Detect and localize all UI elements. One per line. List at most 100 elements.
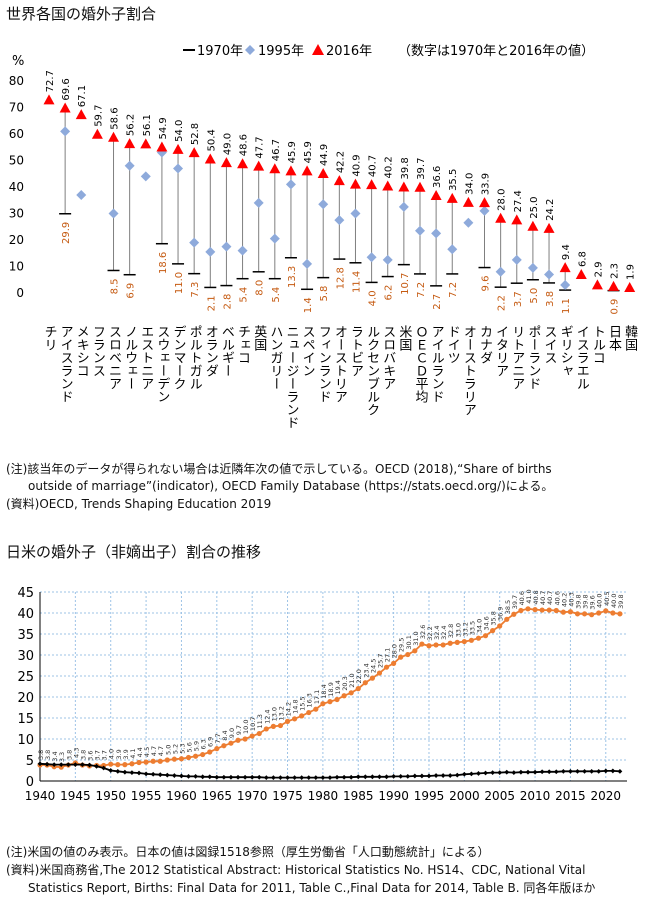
label-1970: 2.2 [497, 295, 508, 311]
point-jp [228, 774, 234, 780]
point-label-us: 31.0 [412, 631, 420, 645]
point-label-us: 29.5 [398, 638, 406, 652]
point-label-us: 3.3 [58, 752, 66, 762]
label-2016: 40.7 [368, 155, 379, 177]
point-label-us: 39.8 [617, 594, 625, 608]
legend-2016-marker [312, 44, 324, 55]
country-label: エストニア [138, 325, 153, 390]
label-2016: 24.2 [545, 199, 556, 221]
point-label-us: 40.2 [560, 593, 568, 607]
top-chart-title: 世界各国の婚外子割合 [6, 5, 157, 23]
point-label-us: 5.2 [171, 744, 179, 754]
label-1970: 5.8 [319, 286, 330, 302]
point-jp [72, 762, 78, 768]
point-us [214, 746, 220, 752]
point-label-us: 4.1 [129, 748, 137, 758]
label-1970: 9.6 [481, 276, 492, 292]
top-chart: 1970年 1995年 2016年 （数字は1970年と2016年の値） % 0… [9, 43, 638, 429]
point-us [511, 611, 517, 617]
point-label-us: 39.6 [589, 595, 597, 609]
point-us [348, 690, 354, 696]
point-label-us: 8.4 [221, 730, 229, 740]
legend-note: （数字は1970年と2016年の値） [398, 43, 594, 59]
legend-1995-marker [245, 45, 255, 55]
label-2016: 49.0 [222, 133, 233, 155]
bottom-chart: 0 5 10 15 20 25 30 35 40 45 1940 1945 1950 1955 1960 19… [17, 586, 627, 803]
point-jp [384, 774, 389, 780]
point-jp [186, 773, 191, 779]
bottom-x-tick-label: 1970 [237, 789, 268, 803]
marker-2016 [462, 196, 474, 207]
point-label-us: 33.5 [468, 621, 476, 635]
point-label-us: 39.8 [582, 594, 590, 608]
point-jp [249, 774, 255, 780]
marker-1995 [398, 201, 409, 212]
point-jp [313, 775, 319, 781]
label-2016: 27.4 [513, 190, 524, 212]
point-label-us: 34.0 [475, 619, 483, 633]
point-label-us: 14.2 [285, 702, 293, 716]
marker-2016 [591, 279, 603, 290]
country-label: ニュージーランド [283, 325, 298, 429]
country-label: リトアニア [509, 325, 524, 390]
point-us [192, 753, 199, 759]
point-jp [193, 773, 198, 779]
point-us [362, 680, 368, 686]
point-jp [80, 762, 85, 768]
point-jp [179, 773, 184, 779]
label-1970: 2.7 [432, 294, 443, 310]
label-1970: 7.3 [190, 282, 201, 298]
marker-2016 [220, 157, 232, 168]
label-2016: 1.9 [626, 264, 637, 280]
point-us [270, 723, 276, 729]
label-2016: 33.9 [481, 173, 492, 195]
point-us [129, 761, 135, 767]
country-label: ハンガリー [267, 325, 282, 390]
point-us [320, 701, 326, 707]
point-label-us: 4.5 [143, 747, 151, 757]
country-label: フランス [90, 325, 105, 377]
point-label-us: 4.4 [136, 747, 144, 757]
country-label: ノルウェー [122, 325, 137, 390]
point-label-us: 40.7 [546, 591, 554, 605]
label-1970: 1.1 [561, 298, 572, 314]
point-jp [200, 774, 206, 780]
label-1970: 6.2 [384, 285, 395, 301]
marker-2016 [172, 143, 184, 154]
label-2016: 6.8 [577, 251, 588, 267]
label-2016: 56.2 [126, 114, 137, 136]
country-label: ラトビア [348, 325, 363, 377]
point-label-us: 32.8 [447, 624, 455, 638]
marker-1995 [447, 244, 458, 255]
point-label-us: 39.7 [511, 595, 519, 609]
point-jp [285, 775, 290, 781]
point-label-us: 9.0 [228, 728, 236, 738]
point-jp [348, 774, 354, 780]
point-jp [560, 768, 566, 774]
label-2016: 2.3 [610, 263, 621, 279]
marker-1995 [560, 280, 571, 291]
point-label-us: 28.0 [391, 644, 399, 658]
point-us [475, 635, 482, 641]
point-jp [108, 768, 114, 773]
country-label: ベルギー [219, 325, 235, 377]
country-label: オーストラリア [461, 325, 476, 416]
country-label: ポーランド [525, 325, 540, 390]
bottom-x-tick-label: 1990 [378, 789, 409, 803]
bottom-x-tick-label: 1985 [343, 789, 374, 803]
point-label-us: 13.0 [270, 707, 278, 721]
point-label-us: 13.2 [277, 706, 285, 720]
marker-2016 [43, 94, 55, 105]
point-jp [292, 775, 298, 781]
point-us [532, 607, 538, 613]
label-1970: 5.4 [239, 287, 250, 303]
point-label-us: 4.7 [157, 746, 165, 756]
point-us [546, 607, 552, 613]
country-label: アイスランド [58, 325, 73, 403]
marker-2016 [430, 190, 442, 201]
label-1970: 7.2 [448, 282, 459, 298]
point-us [412, 648, 418, 654]
top-y-tick-label: 10 [9, 260, 24, 274]
point-us [447, 640, 453, 646]
point-label-us: 3.9 [115, 749, 123, 759]
